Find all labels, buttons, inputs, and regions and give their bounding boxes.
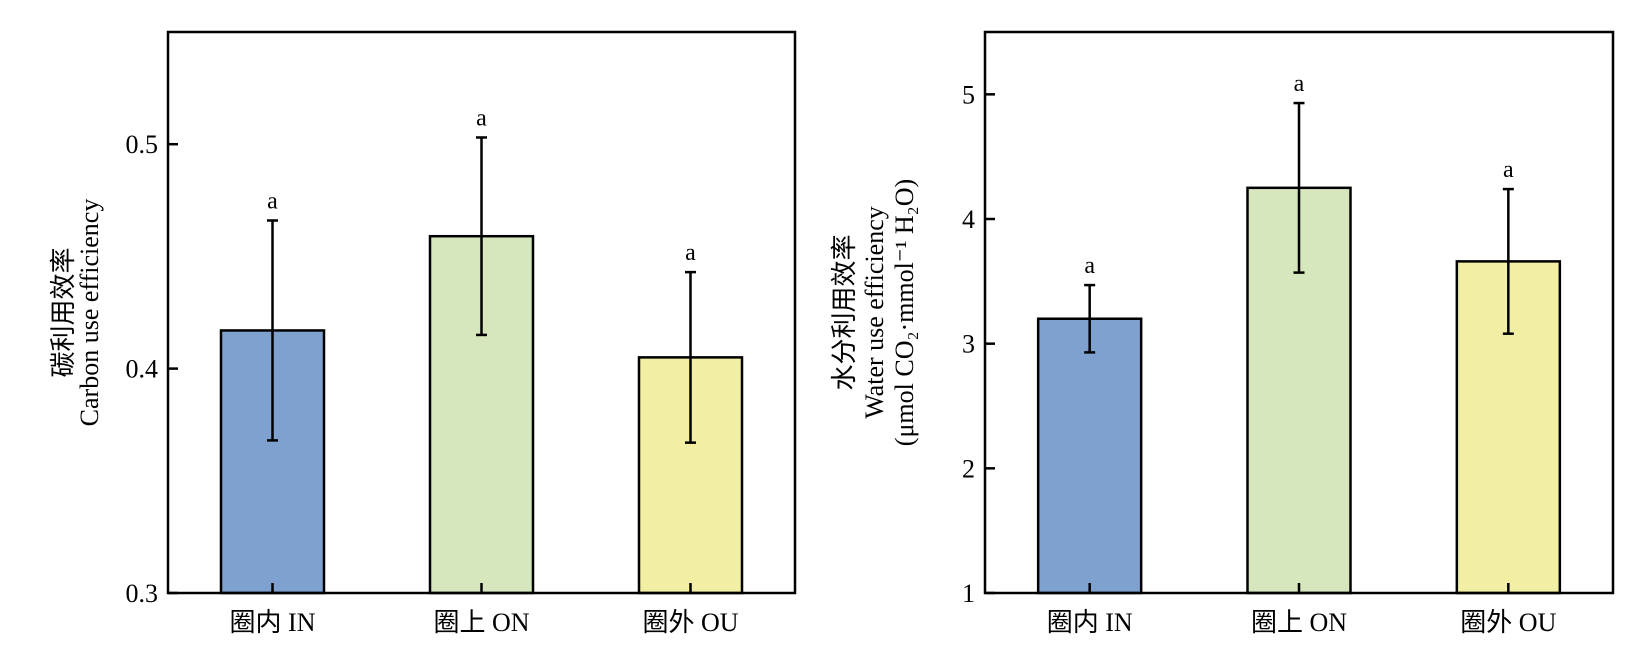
y-tick-label: 4 (962, 205, 975, 234)
x-tick-label: 圈上 ON (433, 608, 529, 637)
x-tick-label: 圈外 OU (642, 608, 738, 637)
y-tick-label: 0.4 (126, 355, 159, 384)
y-axis-label: Carbon use efficiency (75, 199, 104, 427)
y-tick-label: 0.5 (126, 130, 159, 159)
x-tick-label: 圈上 ON (1251, 608, 1347, 637)
y-tick-label: 2 (962, 454, 975, 483)
y-axis-label: 碳利用效率 (49, 247, 78, 377)
error-bar-1 (1084, 283, 1096, 354)
error-bar-2 (476, 136, 487, 337)
x-tick-label: 圈外 OU (1460, 608, 1556, 637)
plot-frame (166, 30, 797, 595)
significance-label: a (267, 188, 278, 214)
significance-label: a (1084, 253, 1095, 279)
y-tick-label: 3 (962, 330, 975, 359)
x-tick-label: 圈内 IN (1047, 608, 1133, 637)
y-axis-label: Water use efficiency (860, 206, 889, 419)
y-tick-label: 0.3 (126, 579, 159, 608)
y-tick-label: 1 (962, 579, 975, 608)
y-axis-label: 水分利用效率 (830, 234, 859, 390)
significance-label: a (476, 105, 487, 131)
significance-label: a (1294, 71, 1305, 97)
y-axis-label: (μmol CO₂·mmol⁻¹ H₂O) (890, 179, 919, 446)
error-bar-1 (267, 219, 278, 442)
error-bar-3 (685, 270, 696, 444)
plot-frame (983, 30, 1615, 595)
x-tick-label: 圈内 IN (230, 608, 316, 637)
y-tick-label: 5 (962, 80, 975, 109)
bar-1 (1036, 317, 1143, 595)
error-bar-2 (1293, 101, 1305, 274)
water-use-efficiency-chart: a 圈内 IN a 圈上 ON a 圈外 OU 1 2 3 4 5 水分利用效率 Water use e… (830, 30, 1615, 637)
significance-label: a (1503, 157, 1514, 183)
error-bar-3 (1502, 187, 1514, 335)
significance-label: a (685, 240, 696, 266)
